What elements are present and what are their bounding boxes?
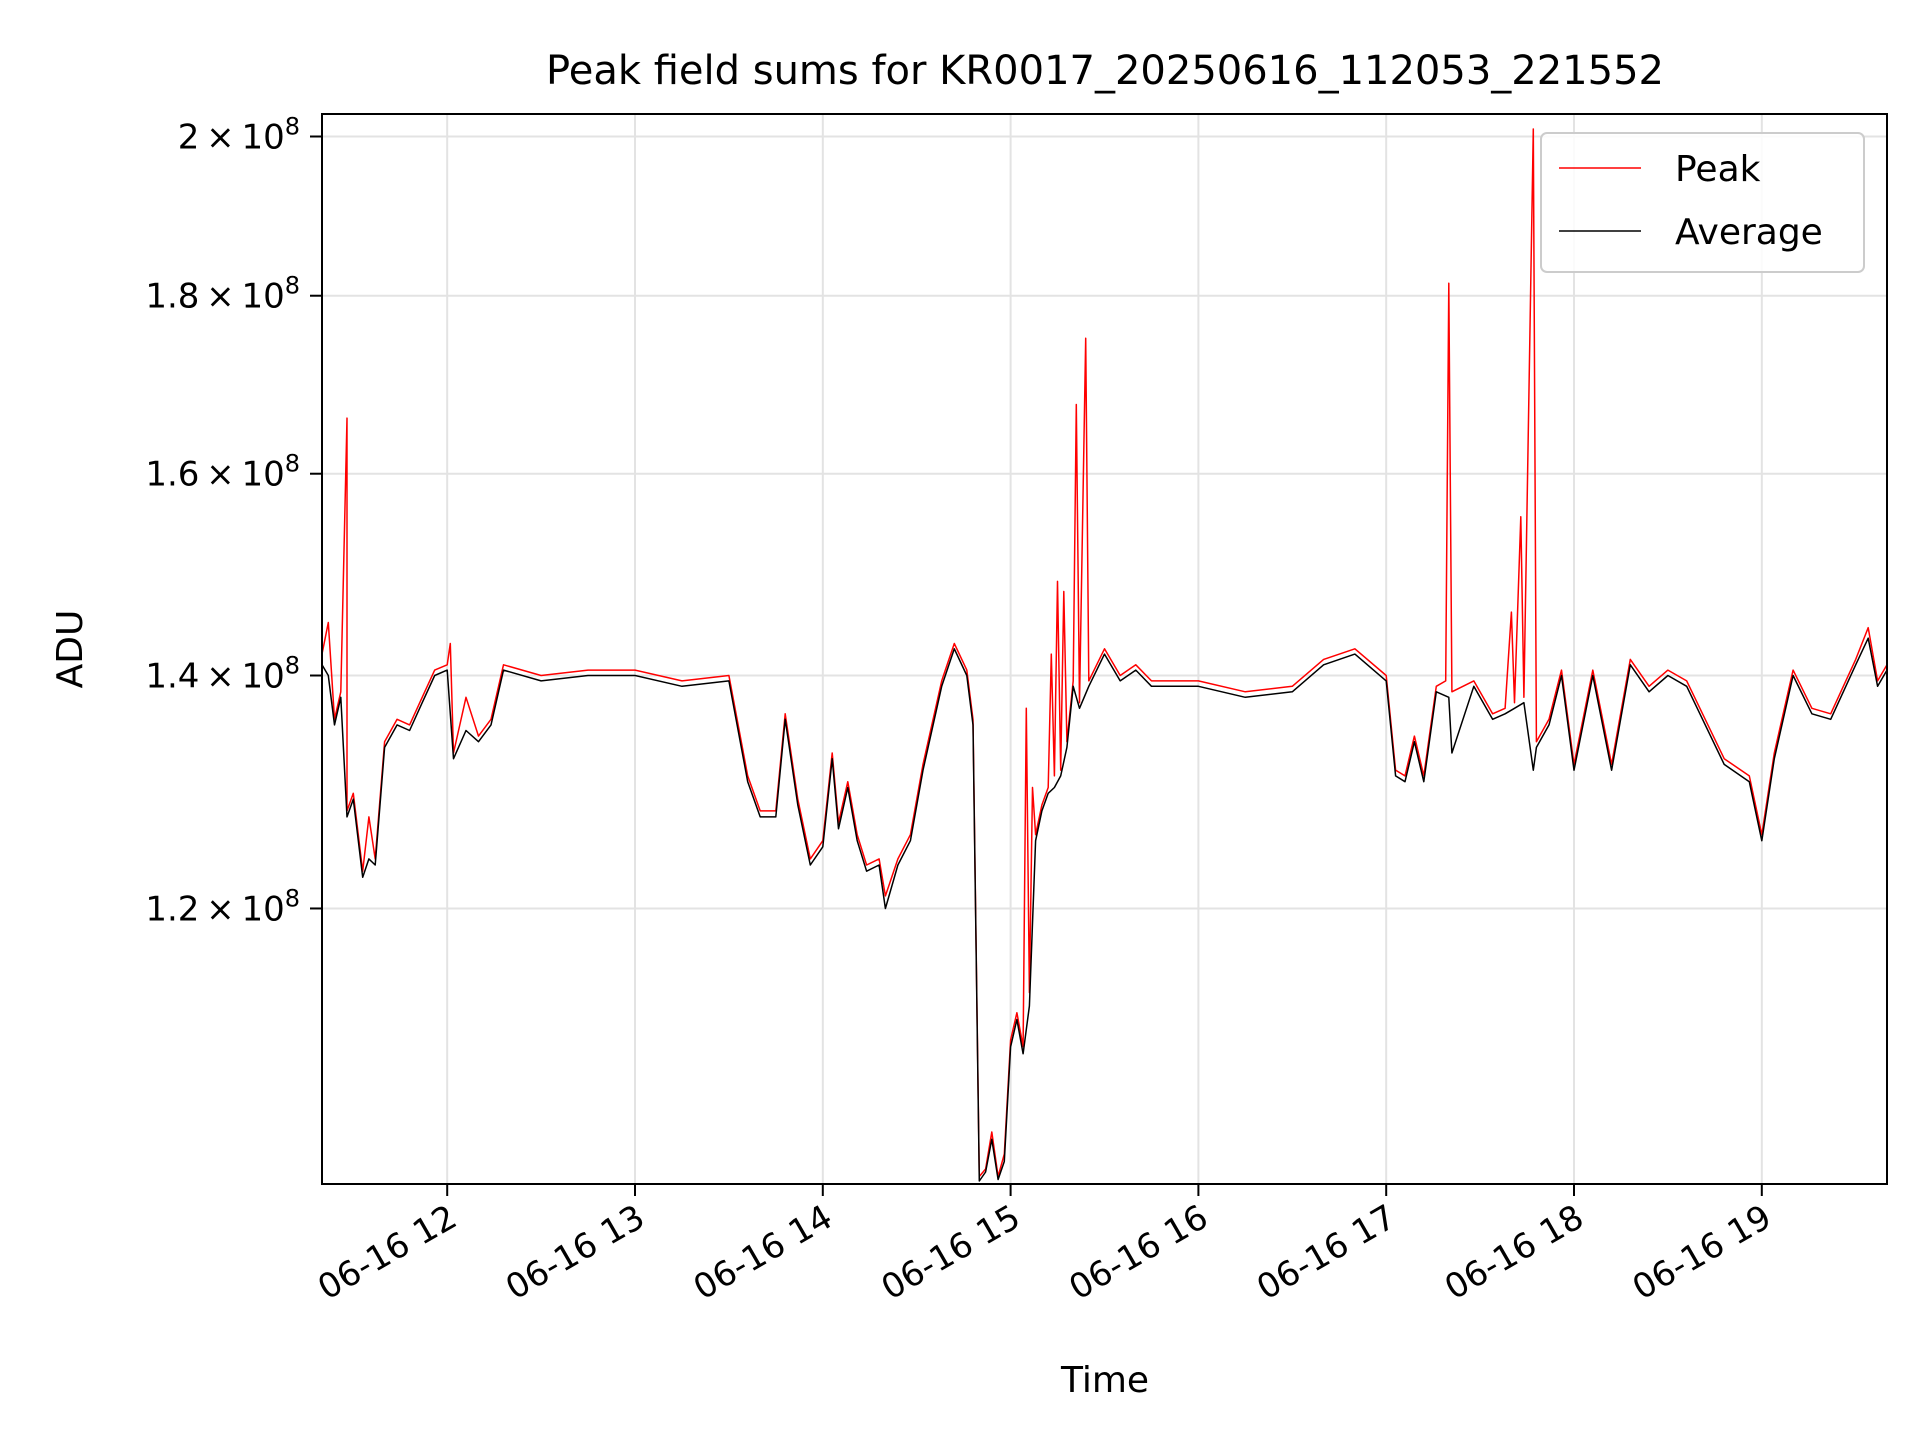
y-tick-label: 1.2 × 108 bbox=[145, 884, 300, 929]
y-axis: 1.2 × 108 1.4 × 108 1.6 × 108 1.8 × 108 2 × … bbox=[145, 113, 322, 929]
x-axis-label: Time bbox=[1060, 1360, 1149, 1401]
legend-label-peak: Peak bbox=[1675, 149, 1761, 190]
y-tick-label: 1.4 × 108 bbox=[145, 652, 300, 697]
legend: Peak Average bbox=[1540, 132, 1865, 273]
y-tick-label: 1.8 × 108 bbox=[145, 272, 300, 317]
y-tick-label: 2 × 108 bbox=[178, 113, 300, 158]
y-axis-label: ADU bbox=[50, 610, 91, 689]
series-layer bbox=[322, 128, 1887, 1182]
y-tick-label: 1.6 × 108 bbox=[145, 450, 300, 495]
series-line-average bbox=[322, 637, 1887, 1182]
plot-frame bbox=[321, 113, 1888, 1185]
legend-label-average: Average bbox=[1675, 212, 1823, 253]
grid bbox=[322, 114, 1887, 1184]
series-line-peak bbox=[322, 128, 1887, 1178]
chart-title: Peak field sums for KR0017_20250616_1120… bbox=[546, 48, 1664, 94]
